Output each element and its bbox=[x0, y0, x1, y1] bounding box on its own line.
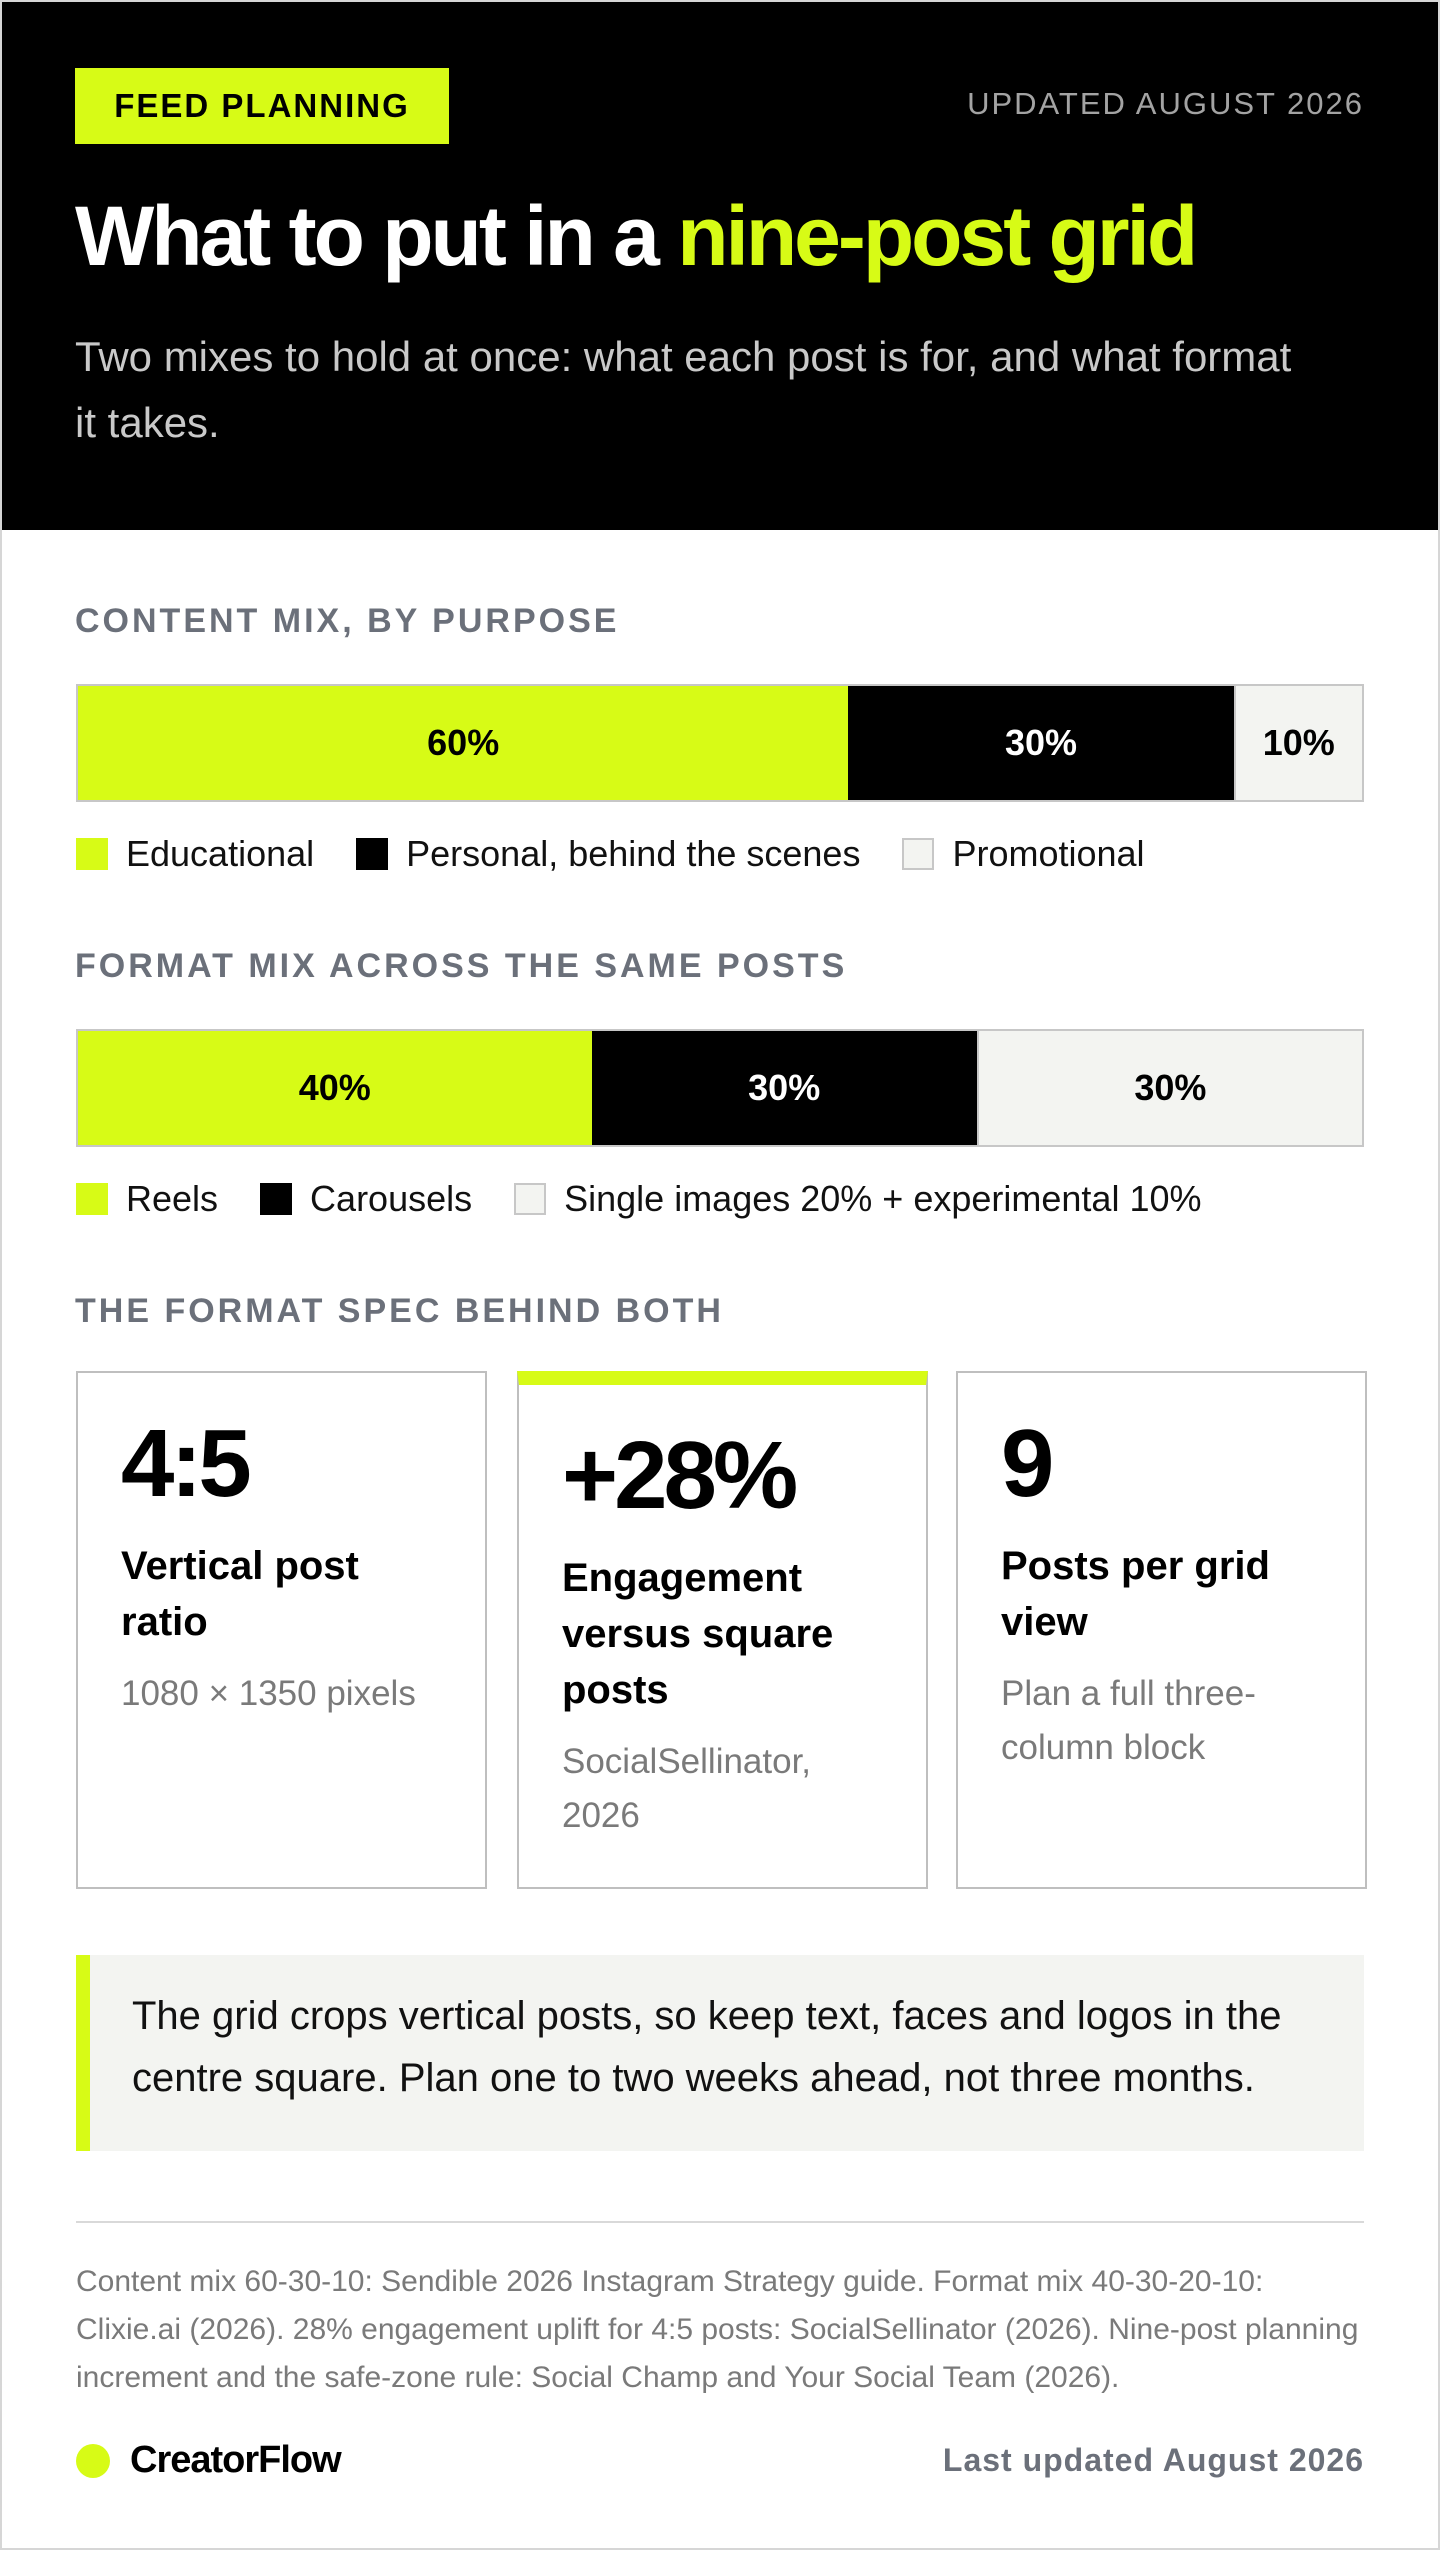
page-title: What to put in a nine-post grid bbox=[75, 188, 1198, 285]
legend-swatch bbox=[356, 838, 389, 870]
legend-item-carousels: Carousels bbox=[260, 1178, 472, 1220]
card-stat: +28% bbox=[562, 1422, 798, 1529]
updated-date: UPDATED AUGUST 2026 bbox=[967, 86, 1364, 121]
legend-label: Educational bbox=[126, 833, 315, 874]
format-mix-legend: Reels Carousels Single images 20% + expe… bbox=[76, 1178, 1244, 1220]
segment-value-label: 30% bbox=[1004, 722, 1078, 763]
legend-label: Personal, behind the scenes bbox=[406, 833, 861, 874]
sources-text: Content mix 60-30-10: Sendible 2026 Inst… bbox=[76, 2265, 1359, 2394]
segment-value-label: 60% bbox=[427, 722, 500, 763]
legend-item-educational: Educational bbox=[76, 833, 314, 875]
segment-value-label: 10% bbox=[1262, 722, 1335, 763]
category-tag: FEED PLANNING bbox=[75, 68, 449, 144]
legend-item-single-images: Single images 20% + experimental 10% bbox=[514, 1178, 1202, 1220]
divider bbox=[76, 2221, 1364, 2223]
card-label: Vertical post ratio bbox=[121, 1544, 359, 1644]
title-highlight: nine-post grid bbox=[677, 189, 1198, 283]
legend-swatch bbox=[76, 1183, 108, 1215]
brand-logo: CreatorFlow bbox=[76, 2439, 342, 2482]
content-mix-segment-personal: 30% bbox=[848, 686, 1234, 800]
segment-value-label: 30% bbox=[1134, 1067, 1207, 1108]
callout-text: The grid crops vertical posts, so keep t… bbox=[132, 1994, 1282, 2100]
brand-name: CreatorFlow bbox=[130, 2439, 342, 2481]
format-mix-segment-reels: 40% bbox=[78, 1031, 592, 1145]
legend-swatch bbox=[514, 1183, 547, 1215]
header: FEED PLANNING UPDATED AUGUST 2026 What t… bbox=[2, 2, 1438, 530]
spec-card-ratio: 4:5 Vertical post ratio 1080 × 1350 pixe… bbox=[76, 1371, 487, 1889]
card-note: 1080 × 1350 pixels bbox=[121, 1674, 416, 1713]
format-mix-label: FORMAT MIX ACROSS THE SAME POSTS bbox=[75, 947, 848, 985]
legend-label: Promotional bbox=[952, 833, 1145, 874]
card-note: SocialSellinator, 2026 bbox=[562, 1742, 812, 1835]
card-note: Plan a full three-column block bbox=[1001, 1674, 1256, 1767]
spec-card-engagement: +28% Engagement versus square posts Soci… bbox=[517, 1371, 928, 1889]
legend-item-promotional: Promotional bbox=[902, 833, 1145, 875]
legend-label: Single images 20% + experimental 10% bbox=[564, 1178, 1202, 1219]
content-mix-legend: Educational Personal, behind the scenes … bbox=[76, 833, 1187, 875]
content-mix-segment-promotional: 10% bbox=[1233, 686, 1362, 800]
card-label: Engagement versus square posts bbox=[562, 1556, 834, 1712]
title-prefix: What to put in a bbox=[75, 189, 678, 283]
format-mix-segment-carousels: 30% bbox=[591, 1031, 977, 1145]
footer-updated: Last updated August 2026 bbox=[942, 2442, 1364, 2478]
legend-label: Reels bbox=[126, 1178, 219, 1219]
card-label: Posts per grid view bbox=[1001, 1544, 1270, 1644]
format-mix-bar: 40% 30% 30% bbox=[76, 1029, 1364, 1147]
legend-swatch bbox=[260, 1183, 293, 1215]
segment-value-label: 40% bbox=[298, 1067, 371, 1108]
content-mix-bar: 60% 30% 10% bbox=[76, 684, 1364, 802]
legend-label: Carousels bbox=[310, 1178, 473, 1219]
spec-card-posts: 9 Posts per grid view Plan a full three-… bbox=[956, 1371, 1367, 1889]
card-stat: 9 bbox=[1001, 1410, 1054, 1517]
spec-label: THE FORMAT SPEC BEHIND BOTH bbox=[75, 1292, 724, 1330]
legend-item-personal: Personal, behind the scenes bbox=[356, 833, 860, 875]
legend-swatch bbox=[76, 838, 108, 870]
content-mix-label: CONTENT MIX, BY PURPOSE bbox=[75, 602, 620, 640]
brand-dot-icon bbox=[76, 2443, 110, 2478]
safe-zone-callout: The grid crops vertical posts, so keep t… bbox=[76, 1955, 1364, 2151]
legend-swatch bbox=[902, 838, 935, 870]
card-stat: 4:5 bbox=[121, 1410, 252, 1517]
content-mix-segment-educational: 60% bbox=[78, 686, 849, 800]
legend-item-reels: Reels bbox=[76, 1178, 218, 1220]
segment-value-label: 30% bbox=[748, 1067, 821, 1108]
subtitle: Two mixes to hold at once: what each pos… bbox=[75, 333, 1292, 446]
format-mix-segment-single-images: 30% bbox=[976, 1031, 1362, 1145]
